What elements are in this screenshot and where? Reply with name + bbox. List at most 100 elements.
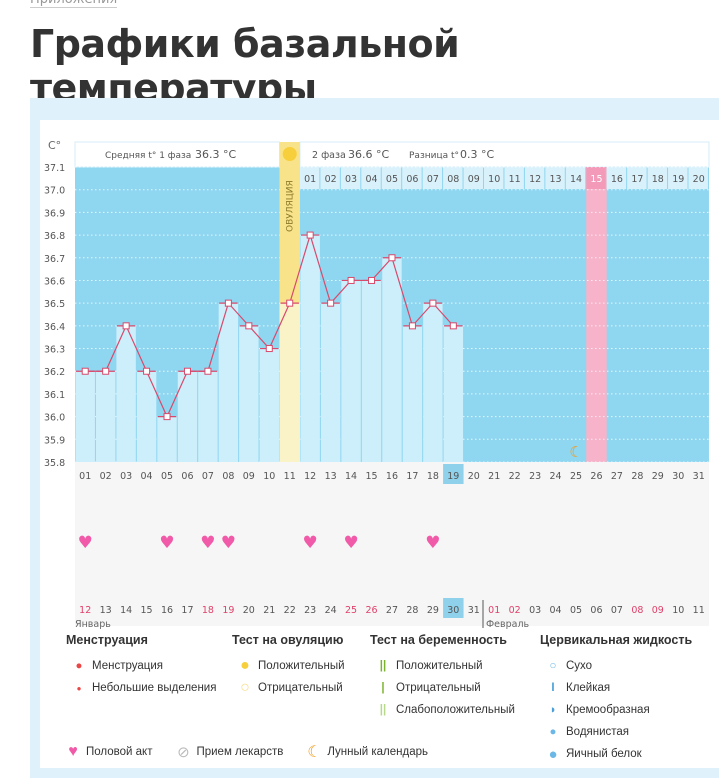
sticky-icon: I — [551, 682, 555, 694]
cycle-day-label: 15 — [365, 471, 377, 482]
temperature-bar — [320, 303, 341, 462]
cycle-day-label: 28 — [631, 471, 643, 482]
legend-label: Менструация — [92, 660, 163, 672]
temperature-bar — [116, 325, 136, 462]
cycle-day-label: 01 — [79, 471, 91, 482]
temperature-point — [368, 276, 376, 284]
temperature-point — [143, 367, 151, 375]
date-label: 19 — [222, 605, 234, 616]
legend-title: Менструация — [66, 633, 148, 647]
empty-circle-icon: ○ — [240, 679, 250, 696]
phase2-day-label: 07 — [427, 174, 439, 185]
cycle-day-label: 13 — [325, 471, 337, 482]
cycle-day-label: 24 — [550, 471, 562, 482]
legend-label: Клейкая — [566, 682, 611, 694]
temperature-bar — [361, 280, 382, 462]
phase2-day-cell — [463, 167, 483, 189]
temperature-bar — [136, 371, 157, 462]
legend-label: Половой акт — [86, 746, 153, 758]
legend-label: Небольшие выделения — [92, 682, 217, 694]
cycle-day-label: 10 — [263, 471, 275, 482]
watery-icon: ● — [549, 726, 557, 738]
legend-menstruation: Менструация ● Менструация ● Небольшие выде… — [66, 633, 216, 699]
small-drop-icon: ● — [76, 683, 82, 693]
legend-label: Прием лекарств — [196, 746, 284, 758]
phase2-day-label: 14 — [570, 174, 582, 185]
date-label: 08 — [631, 605, 643, 616]
y-axis-label: C° — [48, 139, 61, 152]
phase2-day-cell — [299, 167, 320, 189]
heart-icon: ♥ — [303, 533, 318, 553]
date-label: 15 — [141, 605, 153, 616]
phase2-day-label: 04 — [365, 174, 377, 185]
phase1-header — [74, 141, 280, 168]
legend-label: Сухо — [566, 660, 593, 672]
cycle-day-label: 04 — [141, 471, 153, 482]
cycle-day-label: 03 — [120, 471, 132, 482]
temperature-point — [388, 254, 396, 262]
bbt-chart: Средняя t° 1 фаза 36.3 °C 2 фаза 36.6 °C Раз… — [44, 139, 710, 630]
cycle-day-label: 16 — [386, 471, 398, 482]
date-label: 20 — [243, 605, 255, 616]
date-label: 31 — [468, 605, 480, 616]
heart-icon: ♥ — [200, 533, 215, 553]
legend-label: Яичный белок — [566, 748, 642, 760]
date-label: 11 — [693, 605, 705, 616]
legend-title: Тест на беременность — [370, 633, 507, 647]
temperature-point — [449, 322, 457, 330]
temperature-bar — [95, 371, 116, 462]
two-lines-icon: || — [379, 660, 387, 672]
phase2-day-label: 02 — [325, 174, 337, 185]
month-label: Февраль — [486, 619, 530, 630]
phase2-day-label: 06 — [406, 174, 418, 185]
moon-icon: ☾ — [569, 443, 582, 461]
date-label: 13 — [100, 605, 112, 616]
phase2-day-label: 13 — [550, 174, 562, 185]
cycle-day-label: 11 — [284, 471, 296, 482]
heart-icon: ♥ — [78, 533, 93, 553]
cycle-day-label: 07 — [202, 471, 214, 482]
phase2-day-cell — [565, 167, 586, 189]
date-label: 27 — [386, 605, 398, 616]
month-label: Январь — [75, 619, 111, 630]
phase2-day-cell — [361, 167, 381, 189]
cycle-day-label: 05 — [161, 471, 173, 482]
phase2-day-cell — [402, 167, 422, 189]
y-tick-label: 36.9 — [44, 208, 65, 219]
cycle-day-label: 22 — [509, 471, 521, 482]
breadcrumb[interactable]: Приложения — [30, 0, 118, 8]
phase2-day-label: 11 — [509, 174, 521, 185]
ovulation-bar — [279, 303, 300, 462]
date-label: 23 — [304, 605, 316, 616]
phase2-day-label: 15 — [590, 174, 602, 185]
phase2-day-label: 16 — [611, 174, 623, 185]
phase2-day-label: 17 — [631, 174, 643, 185]
phase2-day-cell — [340, 167, 361, 189]
cycle-day-label: 27 — [611, 471, 623, 482]
cycle-day-label: 30 — [672, 471, 684, 482]
y-tick-label: 35.9 — [44, 435, 65, 446]
phase2-day-cell — [443, 167, 463, 189]
date-label: 17 — [181, 605, 193, 616]
phase2-value: 36.6 °C — [348, 148, 389, 161]
expected-period-column — [586, 167, 607, 462]
phase2-day-cell — [484, 167, 504, 189]
ovulation-label: ОВУЛЯЦИЯ — [286, 180, 296, 232]
dry-icon: ○ — [549, 660, 557, 672]
cycle-day-label: 18 — [427, 471, 439, 482]
expected-period-cell — [586, 167, 606, 189]
temperature-point — [408, 322, 416, 330]
date-label: 18 — [202, 605, 214, 616]
y-tick-label: 36.3 — [44, 345, 65, 356]
cycle-day-label: 20 — [468, 471, 480, 482]
y-tick-label: 35.8 — [44, 458, 65, 469]
cycle-day-label: 17 — [406, 471, 418, 482]
phase2-day-cell — [688, 167, 708, 189]
date-label: 21 — [263, 605, 275, 616]
temperature-point — [183, 367, 191, 375]
legend-label: Положительный — [396, 660, 483, 672]
y-tick-label: 36.0 — [44, 413, 65, 424]
phase2-day-cell — [627, 167, 647, 189]
y-tick-label: 36.6 — [44, 276, 65, 287]
temperature-point — [102, 367, 110, 375]
